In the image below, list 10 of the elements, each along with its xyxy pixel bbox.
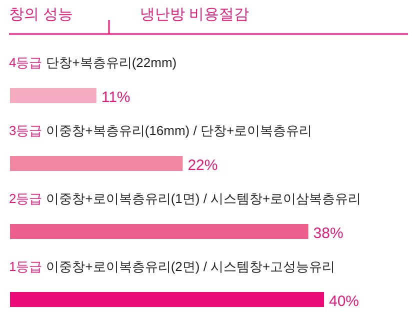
data-label: 11%: [101, 89, 130, 106]
data-label: 40%: [329, 293, 360, 310]
chart-subtitle: 냉난방 비용절감: [140, 6, 250, 23]
data-label: 38%: [313, 225, 344, 242]
data-label: 22%: [188, 157, 218, 174]
y-tick-label: 2등급 이중창+로이복층유리(1면) / 시스템창+로이삼복층유리: [9, 191, 362, 206]
y-tick-label: 4등급 단창+복층유리(22mm): [9, 55, 177, 70]
y-tick-label: 3등급 이중창+복층유리(16mm) / 단창+로이복층유리: [9, 123, 312, 138]
y-tick-label: 1등급 이중창+로이복층유리(2면) / 시스템창+고성능유리: [9, 259, 336, 274]
chart-title: 창의 성능: [9, 6, 74, 23]
